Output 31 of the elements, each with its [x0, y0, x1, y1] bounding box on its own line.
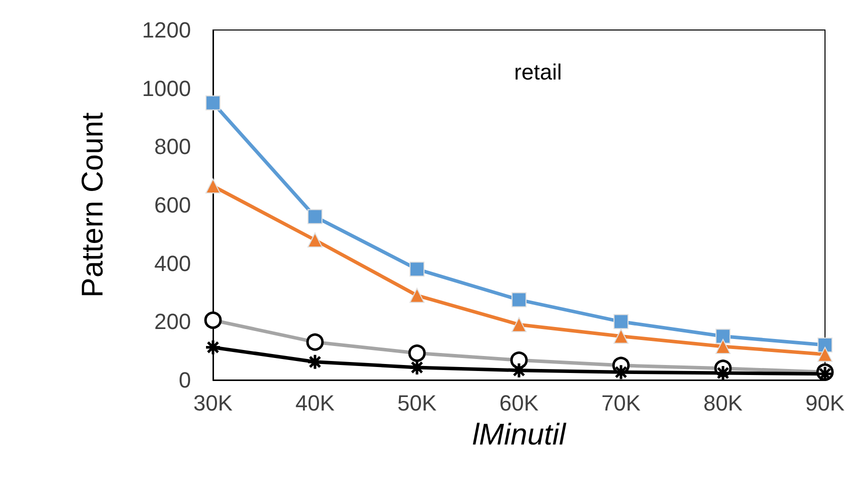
point	[716, 338, 730, 354]
point	[512, 292, 526, 308]
x-tick-label: 40K	[295, 390, 335, 416]
point	[206, 178, 220, 194]
point	[716, 328, 730, 344]
text: retail	[514, 60, 562, 84]
point	[410, 288, 424, 303]
x-tick-label: 50K	[397, 390, 437, 416]
point	[512, 317, 526, 332]
x-tick-label: 90K	[805, 390, 845, 416]
y-tick-label: 1000	[142, 76, 191, 101]
y-tick-label: 600	[154, 192, 191, 218]
y-tick-label: 200	[154, 309, 191, 334]
y-tick-label: 400	[154, 250, 191, 276]
point	[614, 314, 628, 330]
point	[410, 262, 424, 277]
point	[308, 232, 322, 248]
x-tick-label: 70K	[601, 390, 641, 416]
point	[308, 209, 322, 224]
point	[818, 346, 832, 362]
point	[818, 338, 832, 352]
x-tick-label: 30K	[193, 390, 233, 416]
y-tick-label: 0	[178, 368, 191, 392]
point	[206, 95, 220, 110]
x-tick-label: 60K	[499, 390, 539, 416]
point	[614, 328, 628, 344]
x-tick-label: 80K	[703, 390, 743, 416]
y-axis-title: Pattern Count	[76, 112, 110, 298]
x-axis-title: lMinutil	[472, 418, 568, 452]
y-tick-label: 800	[154, 134, 191, 160]
y-tick-label: 1200	[142, 18, 191, 42]
